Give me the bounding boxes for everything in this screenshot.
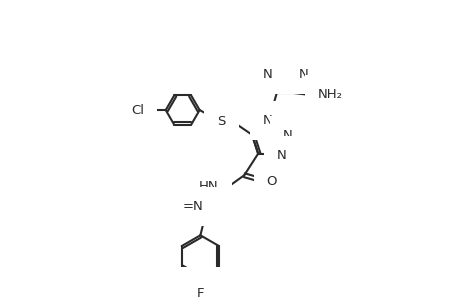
Text: N: N [283,129,292,142]
Text: N: N [298,68,308,81]
Text: HN: HN [199,180,218,193]
Text: O: O [280,59,291,72]
Text: O: O [266,175,277,188]
Text: Cl: Cl [131,103,144,117]
Text: F: F [196,287,204,300]
Text: S: S [217,115,225,128]
Text: N: N [263,68,272,81]
Text: N: N [276,149,286,162]
Text: N: N [263,114,272,127]
Text: NH₂: NH₂ [317,88,342,101]
Text: =N: =N [182,200,203,213]
